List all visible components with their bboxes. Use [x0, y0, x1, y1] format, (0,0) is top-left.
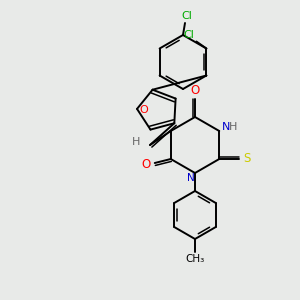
Text: S: S — [244, 152, 251, 166]
Text: H: H — [132, 137, 140, 147]
Text: O: O — [140, 105, 148, 115]
Text: O: O — [141, 158, 150, 170]
Text: CH₃: CH₃ — [185, 254, 205, 264]
Text: Cl: Cl — [182, 11, 192, 21]
Text: N: N — [187, 173, 195, 183]
Text: N: N — [222, 122, 230, 132]
Text: O: O — [190, 85, 200, 98]
Text: H: H — [229, 122, 237, 132]
Text: Cl: Cl — [183, 31, 194, 40]
